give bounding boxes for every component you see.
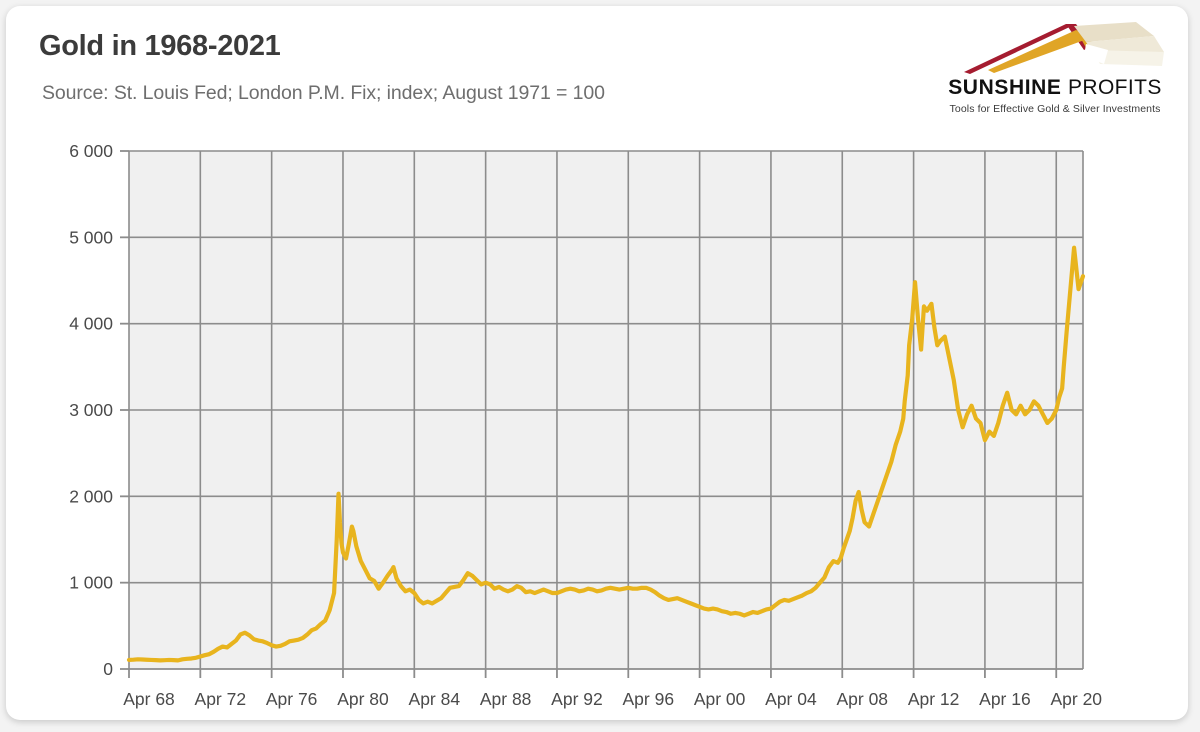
y-axis-tick-label: 5 000 xyxy=(69,227,113,247)
x-axis-tick-label: Apr 16 xyxy=(979,689,1031,709)
brand-wordmark: SUNSHINE PROFITS xyxy=(932,76,1178,100)
y-axis-tick-label: 0 xyxy=(103,659,113,679)
x-axis-tick-label: Apr 68 xyxy=(123,689,175,709)
x-axis-tick-label: Apr 12 xyxy=(908,689,960,709)
x-axis-tick-label: Apr 88 xyxy=(480,689,532,709)
y-axis-tick-label: 3 000 xyxy=(69,400,113,420)
gridlines xyxy=(128,150,1084,670)
y-axis-tick-label: 4 000 xyxy=(69,314,113,334)
x-axis-labels: Apr 68 Apr 72 Apr 76 Apr 80 Apr 84 Apr 88 Apr … xyxy=(123,689,1102,709)
chart-header: Gold in 1968-2021 Source: St. Louis Fed;… xyxy=(6,6,1188,131)
x-axis-tick-label: Apr 84 xyxy=(409,689,461,709)
x-axis-tick-label: Apr 80 xyxy=(337,689,389,709)
brand-tagline: Tools for Effective Gold & Silver Invest… xyxy=(949,103,1161,115)
y-axis-tick-label: 6 000 xyxy=(69,141,113,161)
x-axis-tick-label: Apr 08 xyxy=(836,689,888,709)
sunshine-arrow-icon xyxy=(964,22,1164,74)
x-axis-tick-label: Apr 00 xyxy=(694,689,746,709)
page-title: Gold in 1968-2021 xyxy=(39,30,281,62)
y-axis-labels: 0 1 000 2 000 3 000 4 000 5 000 6 000 xyxy=(69,141,113,679)
x-axis-tick-label: Apr 20 xyxy=(1050,689,1102,709)
x-axis-tick-label: Apr 72 xyxy=(195,689,247,709)
chart-card: Gold in 1968-2021 Source: St. Louis Fed;… xyxy=(6,6,1188,720)
series-gold-line xyxy=(126,245,1086,663)
x-axis-tick-label: Apr 96 xyxy=(623,689,675,709)
x-axis-tick-label: Apr 04 xyxy=(765,689,817,709)
axis-ticks xyxy=(120,150,1058,678)
chart-source-note: Source: St. Louis Fed; London P.M. Fix; … xyxy=(42,82,605,104)
x-axis-tick-label: Apr 76 xyxy=(266,689,318,709)
x-axis-tick-label: Apr 92 xyxy=(551,689,603,709)
brand-name-secondary: PROFITS xyxy=(1067,76,1162,99)
brand-name-primary: SUNSHINE xyxy=(948,76,1062,99)
y-axis-tick-label: 2 000 xyxy=(69,486,113,506)
y-axis-tick-label: 1 000 xyxy=(69,573,113,593)
brand-logo: SUNSHINE PROFITS Tools for Effective Gol… xyxy=(932,20,1178,124)
